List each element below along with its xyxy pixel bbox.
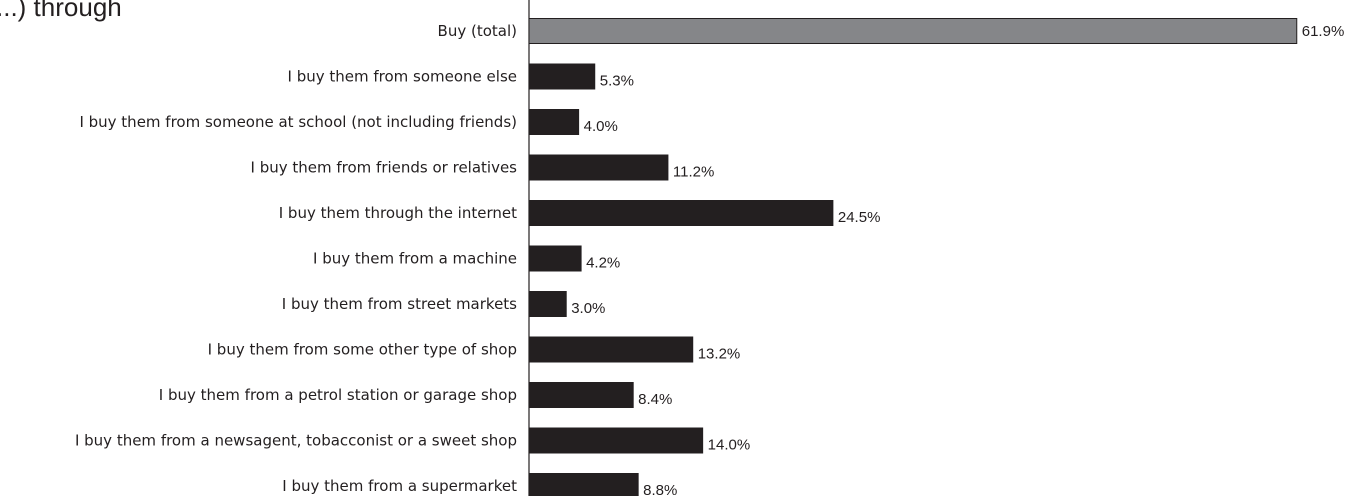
category-label: Buy (total) (438, 22, 517, 40)
category-label: I buy them from a supermarket (282, 477, 517, 495)
bar (528, 245, 582, 272)
bar (528, 291, 567, 317)
value-label: 4.2% (586, 255, 620, 272)
value-label: 5.3% (600, 73, 634, 90)
value-label: 61.9% (1302, 23, 1345, 40)
category-label: I buy them from someone at school (not i… (79, 113, 517, 131)
value-label: 4.0% (584, 118, 618, 135)
value-label: 11.2% (673, 164, 714, 181)
category-label: I buy them from a newsagent, tobacconist… (75, 432, 517, 450)
category-label: I buy them through the internet (279, 204, 517, 222)
category-label: I buy them from a machine (313, 250, 517, 268)
bar (528, 427, 704, 454)
bar (528, 63, 596, 90)
category-label: I buy them from friends or relatives (251, 159, 518, 177)
bar (528, 109, 580, 135)
value-label: 8.8% (643, 482, 677, 496)
bar (528, 200, 834, 226)
category-label: I buy them from someone else (288, 68, 518, 86)
value-label: 3.0% (571, 300, 605, 317)
value-label: 13.2% (698, 346, 741, 363)
bar (528, 473, 639, 496)
category-label: I buy them from some other type of shop (208, 341, 517, 359)
value-label: 8.4% (638, 391, 672, 408)
value-label: 14.0% (708, 437, 751, 454)
bar (528, 336, 694, 363)
category-label: I buy them from a petrol station or gara… (159, 386, 517, 404)
value-label: 24.5% (838, 209, 881, 226)
bar (528, 18, 1298, 44)
bar (528, 382, 634, 408)
chart-title: ...) through (0, 0, 122, 22)
bar (528, 154, 669, 181)
category-label: I buy them from street markets (282, 295, 517, 313)
